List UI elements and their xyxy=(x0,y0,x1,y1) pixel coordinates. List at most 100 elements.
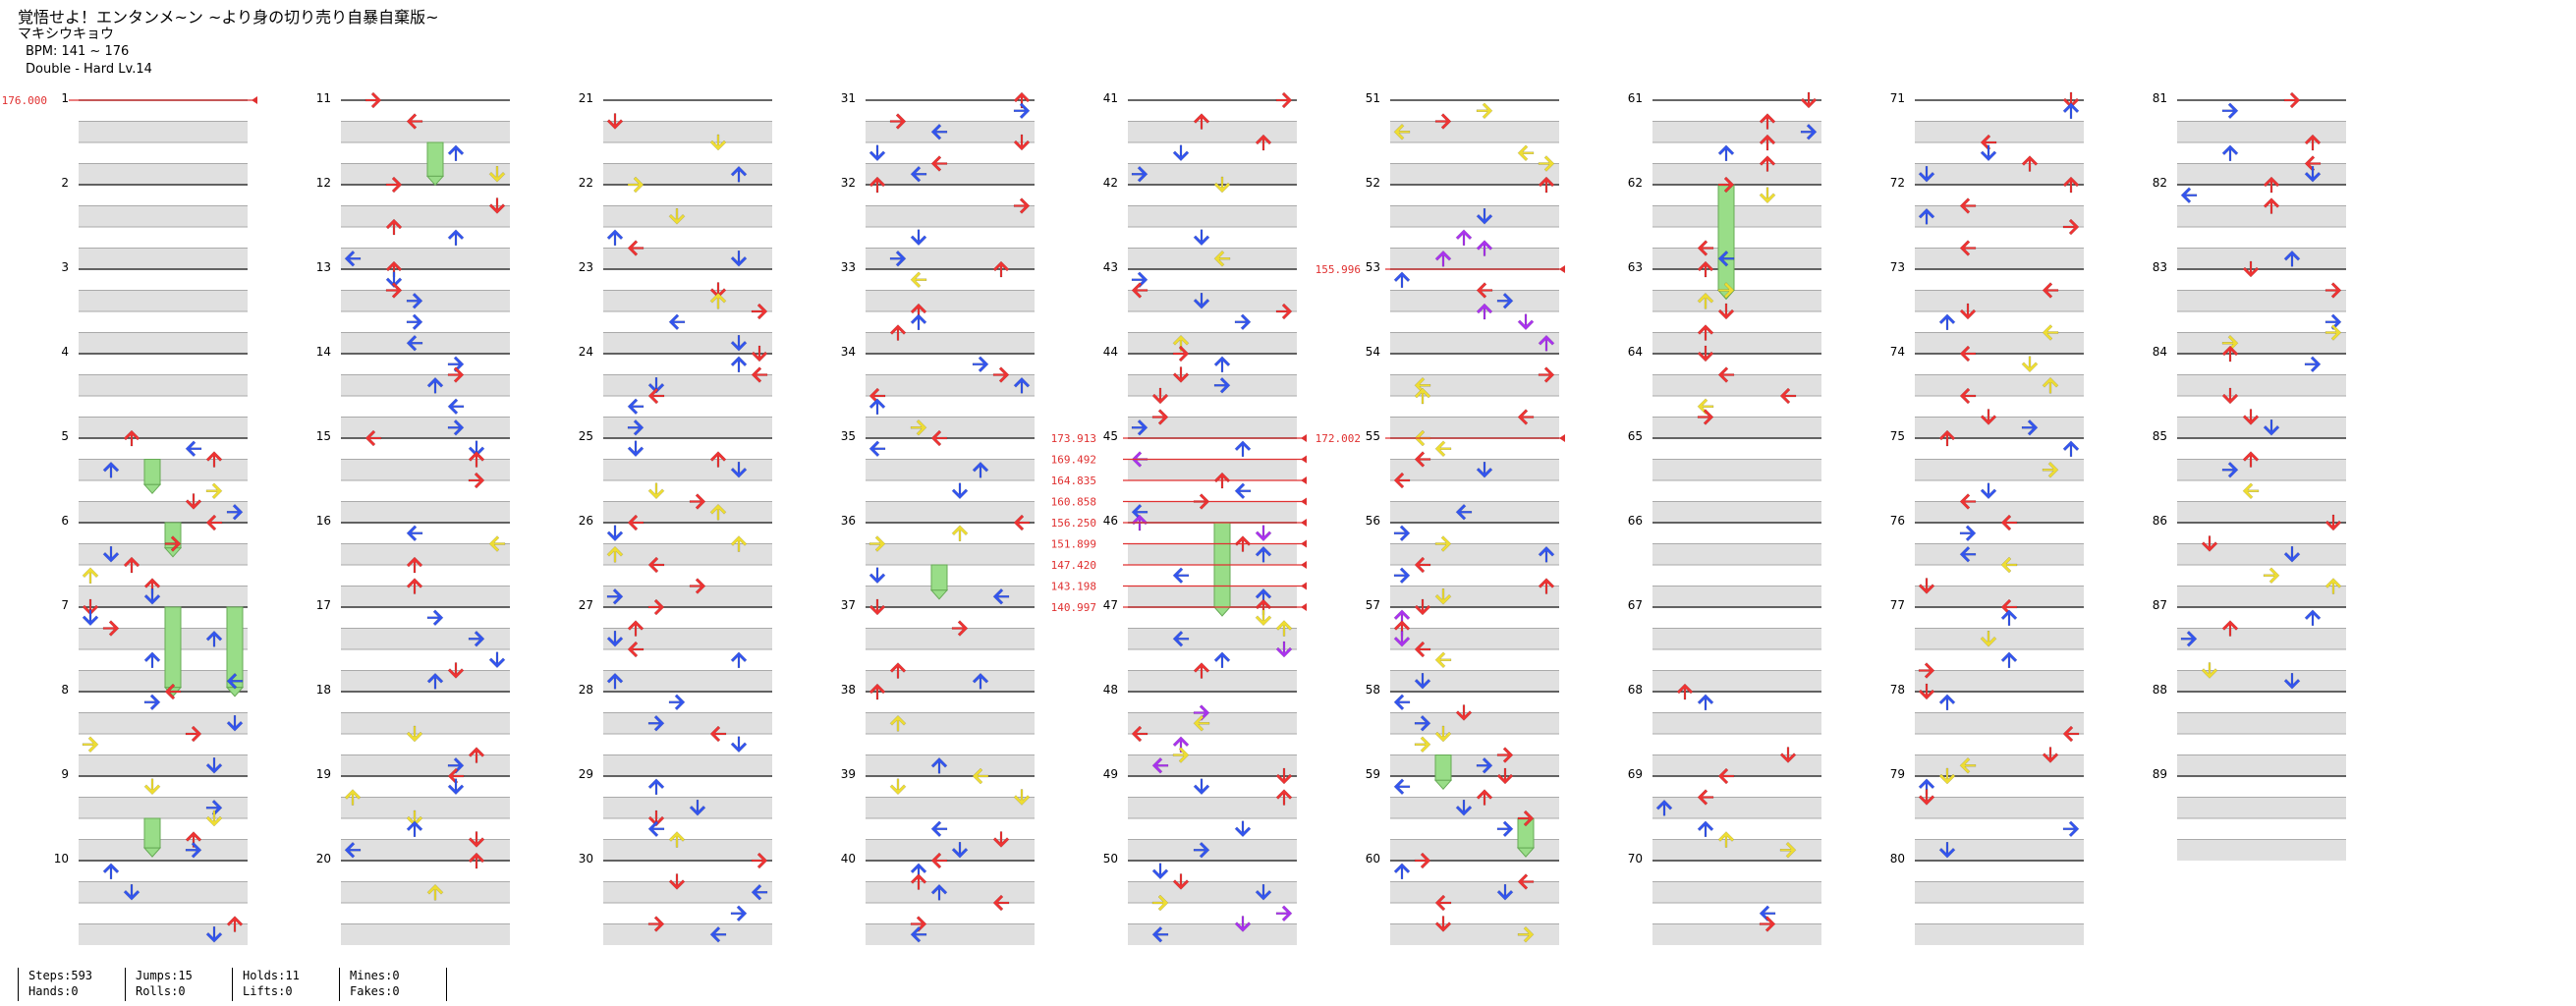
measure-number: 69 xyxy=(1628,767,1643,781)
arrow-left-icon xyxy=(2062,725,2080,743)
beat-stripe xyxy=(341,712,510,734)
arrow-right-icon xyxy=(889,113,907,130)
beat-stripe xyxy=(1390,332,1559,354)
arrow-up-icon xyxy=(205,630,223,647)
beat-stripe xyxy=(1915,712,2084,734)
measure-number: 27 xyxy=(579,598,593,612)
arrow-down-icon xyxy=(1759,187,1776,204)
hold-tail xyxy=(1516,847,1536,858)
beat-stripe xyxy=(79,501,248,523)
measure-number: 9 xyxy=(61,767,69,781)
arrow-right-icon xyxy=(730,905,748,922)
arrow-down-icon xyxy=(668,873,686,890)
arrow-right-icon xyxy=(668,694,686,711)
measure-number: 72 xyxy=(1890,176,1905,190)
arrow-up-icon xyxy=(2304,609,2322,626)
arrow-up-icon xyxy=(1393,271,1411,288)
arrow-right-icon xyxy=(82,736,99,754)
arrow-up-icon xyxy=(930,756,948,774)
arrow-up-icon xyxy=(1938,694,1956,710)
measure-number: 44 xyxy=(1103,345,1118,359)
arrow-up-icon xyxy=(2042,376,2059,394)
measure-number: 18 xyxy=(316,683,331,697)
bpm-label: 160.858 xyxy=(1051,496,1096,509)
beat-stripe xyxy=(1128,712,1297,734)
beat-stripe xyxy=(603,628,772,649)
stat-fakes: Fakes:0 xyxy=(350,984,400,998)
arrow-down-icon xyxy=(406,810,423,827)
beat-stripe xyxy=(1652,205,1821,227)
arrow-down-icon xyxy=(868,144,886,162)
arrow-left-icon xyxy=(647,556,665,574)
arrow-right-icon xyxy=(1414,736,1431,754)
arrow-up-icon xyxy=(1234,440,1252,457)
beat-stripe xyxy=(1652,839,1821,861)
beat-stripe xyxy=(2177,501,2346,523)
measure-number: 4 xyxy=(61,345,69,359)
arrow-up-icon xyxy=(2283,250,2301,267)
measure-number: 1 xyxy=(61,91,69,105)
arrow-right-icon xyxy=(1496,820,1514,838)
measure-number: 86 xyxy=(2153,514,2167,528)
measure-number: 71 xyxy=(1890,91,1905,105)
arrow-down-icon xyxy=(1234,916,1252,932)
arrow-left-icon xyxy=(910,165,927,183)
beat-stripe xyxy=(603,670,772,692)
arrow-right-icon xyxy=(1151,894,1169,912)
beat-stripe xyxy=(79,797,248,818)
beat-stripe xyxy=(1128,163,1297,185)
arrow-right-icon xyxy=(1234,313,1252,331)
beat-stripe xyxy=(1915,881,2084,903)
arrow-left-icon xyxy=(1476,282,1493,299)
beat-stripe xyxy=(1390,628,1559,649)
arrow-down-icon xyxy=(1717,303,1735,320)
beat-stripe xyxy=(603,374,772,396)
arrow-left-icon xyxy=(1717,366,1735,383)
measure-number: 39 xyxy=(841,767,856,781)
beat-stripe xyxy=(1390,839,1559,861)
arrow-right-icon xyxy=(2324,313,2342,331)
arrow-right-icon xyxy=(385,282,403,299)
beat-stripe xyxy=(79,248,248,269)
arrow-up-icon xyxy=(2000,609,2018,626)
arrow-right-icon xyxy=(185,725,202,743)
measure-number: 64 xyxy=(1628,345,1643,359)
arrow-down-icon xyxy=(1476,208,1493,225)
arrow-right-icon xyxy=(1759,916,1776,932)
arrow-up-icon xyxy=(1255,545,1272,563)
measure-number: 75 xyxy=(1890,429,1905,443)
arrow-left-icon xyxy=(406,334,423,352)
bpm-label: 173.913 xyxy=(1051,432,1096,445)
arrow-down-icon xyxy=(1193,778,1210,796)
beat-stripe xyxy=(1390,248,1559,269)
beat-stripe xyxy=(1652,543,1821,565)
beat-stripe xyxy=(79,923,248,945)
beat-stripe xyxy=(1652,586,1821,607)
measure-number: 84 xyxy=(2153,345,2167,359)
measure-number: 50 xyxy=(1103,852,1118,866)
arrow-up-icon xyxy=(1013,376,1031,394)
bpm-label: 143.198 xyxy=(1051,581,1096,593)
arrow-left-icon xyxy=(930,852,948,869)
arrow-down-icon xyxy=(1013,134,1031,151)
beat-stripe xyxy=(866,923,1035,945)
bpm-label: 176.000 xyxy=(2,94,47,107)
measure-number: 70 xyxy=(1628,852,1643,866)
beat-stripe xyxy=(866,501,1035,523)
measure-number: 20 xyxy=(316,852,331,866)
measure-number: 28 xyxy=(579,683,593,697)
arrow-up-icon xyxy=(1538,176,1555,194)
arrow-down-icon xyxy=(488,166,506,183)
beat-stripe xyxy=(79,290,248,311)
arrow-up-icon xyxy=(1759,134,1776,151)
beat-stripe xyxy=(2177,332,2346,354)
arrow-left-icon xyxy=(1959,197,1977,214)
measure-number: 53 xyxy=(1366,260,1380,274)
arrow-right-icon xyxy=(972,356,989,373)
arrow-up-icon xyxy=(102,461,120,478)
arrow-up-icon xyxy=(406,556,423,574)
beat-stripe xyxy=(603,712,772,734)
arrow-down-icon xyxy=(1918,166,1935,183)
arrow-right-icon xyxy=(1414,714,1431,732)
measure-number: 15 xyxy=(316,429,331,443)
